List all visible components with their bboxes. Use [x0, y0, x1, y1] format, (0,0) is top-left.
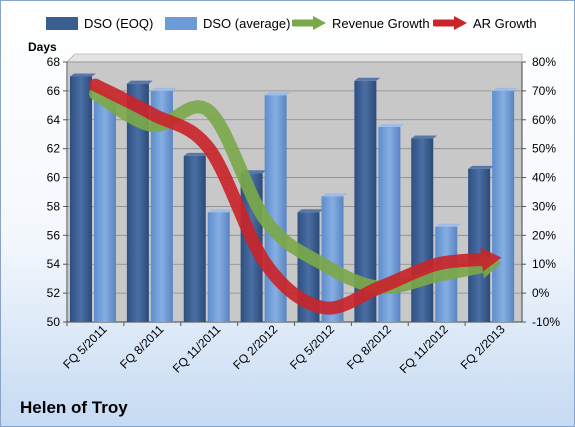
bar-dso-average: [378, 124, 405, 322]
x-tick-label: FQ 11/2012: [397, 322, 451, 376]
x-tick-label: FQ 11/2011: [170, 322, 224, 376]
x-tick-label: FQ 2/2012: [230, 322, 280, 372]
bar-dso-average-face: [492, 90, 515, 322]
y2-tick-label: -10%: [532, 315, 560, 329]
y-tick-label: 64: [47, 113, 61, 127]
bar-dso-average-top: [378, 124, 405, 127]
bar-dso-average-face: [321, 196, 344, 322]
bar-dso-eoq: [354, 77, 381, 323]
y2-tick-label: 60%: [532, 113, 556, 127]
bar-dso-eoq: [183, 152, 210, 322]
legend-swatch-dso-average: [165, 16, 197, 30]
bar-dso-eoq: [70, 73, 96, 322]
y-tick-label: 62: [47, 142, 61, 156]
y-tick-label: 66: [47, 84, 61, 98]
y-tick-label: 56: [47, 228, 61, 242]
y2-tick-label: 0%: [532, 286, 550, 300]
legend-arrow-revenue-growth: [292, 16, 326, 30]
bar-dso-average-top: [321, 193, 348, 197]
y-tick-label: 58: [47, 199, 61, 213]
bar-dso-eoq-face: [411, 138, 434, 322]
bar-dso-average-face: [94, 101, 116, 322]
bar-dso-average-top: [150, 87, 177, 91]
y2-tick-label: 20%: [532, 228, 556, 242]
legend-item-ar-growth: AR Growth: [433, 10, 537, 36]
bar-dso-eoq-top: [297, 209, 324, 213]
series-ar-growth-arrowhead: [480, 247, 502, 272]
bar-dso-eoq-face: [468, 168, 491, 322]
bar-dso-eoq: [126, 80, 153, 323]
bar-dso-average-face: [150, 90, 173, 322]
legend-label-dso-average: DSO (average): [203, 15, 291, 31]
bar-dso-eoq-top: [183, 152, 210, 156]
legend-swatch-dso-eoq: [46, 16, 78, 30]
plot-top-wall: [66, 53, 523, 63]
x-tick-label: FQ 8/2011: [117, 322, 167, 372]
series-ar-growth: [88, 78, 502, 315]
bar-dso-average: [150, 87, 177, 322]
bar-dso-eoq-top: [354, 77, 381, 81]
bar-dso-average-face: [207, 212, 230, 322]
series-revenue-growth-line: [88, 87, 491, 295]
bar-dso-eoq-top: [70, 73, 96, 77]
legend-item-dso-average: DSO (average): [165, 10, 290, 36]
y-tick-label: 52: [47, 286, 61, 300]
legend-label-ar-growth: AR Growth: [473, 15, 537, 31]
y2-tick-label: 30%: [532, 199, 556, 213]
bar-dso-eoq-top: [126, 80, 153, 84]
y2-tick-label: 40%: [532, 171, 556, 185]
bar-dso-average-top: [264, 92, 291, 96]
bar-dso-eoq-face: [354, 80, 377, 323]
x-tick-label: FQ 5/2012: [287, 322, 337, 372]
legend-label-dso-eoq: DSO (EOQ): [84, 15, 154, 31]
bar-dso-average-top: [492, 87, 519, 91]
bar-dso-eoq-top: [468, 165, 495, 169]
y-tick-label: 60: [47, 171, 61, 185]
x-tick-label: FQ 2/2013: [458, 322, 508, 372]
bar-dso-eoq: [468, 165, 495, 322]
y-tick-label: 68: [47, 55, 61, 69]
y-tick-label: 54: [47, 257, 61, 271]
bar-dso-eoq-face: [70, 76, 92, 322]
y-axis-title: Days: [28, 40, 57, 54]
y2-tick-label: 10%: [532, 257, 556, 271]
y2-tick-label: 70%: [532, 84, 556, 98]
x-tick-label: FQ 8/2012: [344, 322, 394, 372]
bar-dso-average: [321, 193, 348, 322]
chart-legend: DSO (EOQ) DSO (average) Revenue Growth A…: [0, 10, 575, 36]
bar-dso-average-face: [378, 127, 401, 322]
y2-tick-label: 50%: [532, 142, 556, 156]
bar-dso-eoq-top: [411, 135, 438, 139]
legend-item-dso-eoq: DSO (EOQ): [46, 10, 153, 36]
series-ar-growth-line: [88, 78, 491, 315]
legend-label-revenue-growth: Revenue Growth: [332, 15, 430, 31]
bar-dso-eoq-face: [183, 155, 206, 322]
bar-dso-eoq-face: [126, 83, 149, 323]
y2-tick-label: 80%: [532, 55, 556, 69]
legend-arrow-ar-growth: [433, 16, 467, 30]
bar-dso-average-top: [207, 209, 234, 213]
bar-dso-average: [207, 209, 234, 322]
company-name: Helen of Troy: [20, 398, 128, 417]
bar-dso-average-top: [435, 223, 462, 227]
x-tick-label: FQ 5/2011: [60, 322, 110, 372]
legend-item-revenue-growth: Revenue Growth: [292, 10, 430, 36]
y-tick-label: 50: [47, 315, 61, 329]
